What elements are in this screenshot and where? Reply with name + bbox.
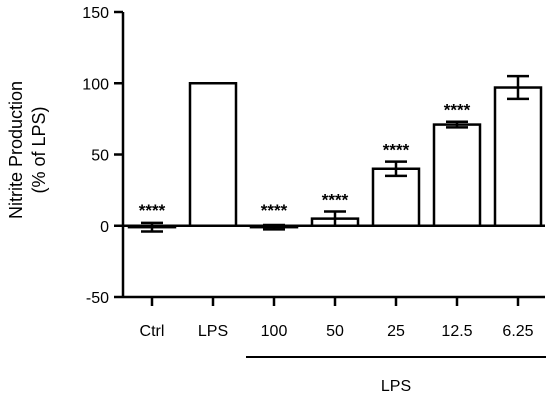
bars — [127, 74, 543, 233]
bar-12.5 — [432, 123, 482, 227]
category-label-LPS: LPS — [198, 323, 228, 340]
y-tick-label-100: 100 — [82, 76, 109, 93]
category-label-50: 50 — [326, 323, 344, 340]
category-label-6.25: 6.25 — [502, 323, 533, 340]
y-tick-label-150: 150 — [82, 5, 109, 22]
significance-12.5: **** — [444, 101, 471, 120]
significance-25: **** — [383, 141, 410, 160]
y-axis-label-line-1: Nitrite Production — [6, 81, 26, 219]
bar-LPS — [188, 82, 238, 227]
significance-100: **** — [261, 201, 288, 220]
y-axis-label-line-2: (% of LPS) — [29, 106, 49, 193]
y-tick-label-50: 50 — [91, 148, 109, 165]
y-axis-label: Nitrite Production (% of LPS) — [6, 81, 49, 219]
significance-50: **** — [322, 191, 349, 210]
category-label-25: 25 — [387, 323, 405, 340]
bar-6.25 — [493, 86, 543, 228]
category-label-Ctrl: Ctrl — [140, 323, 165, 340]
category-label-12.5: 12.5 — [441, 323, 472, 340]
significance-Ctrl: **** — [139, 201, 166, 220]
bar-25 — [371, 167, 421, 227]
y-tick-label-0: 0 — [100, 219, 109, 236]
y-tick-label--50: -50 — [86, 290, 109, 307]
category-label-100: 100 — [261, 323, 288, 340]
labels: -50 0 50 100 150 Nitrite Production (% of LPS)… — [6, 5, 534, 395]
group-label-lps: LPS — [381, 378, 411, 395]
